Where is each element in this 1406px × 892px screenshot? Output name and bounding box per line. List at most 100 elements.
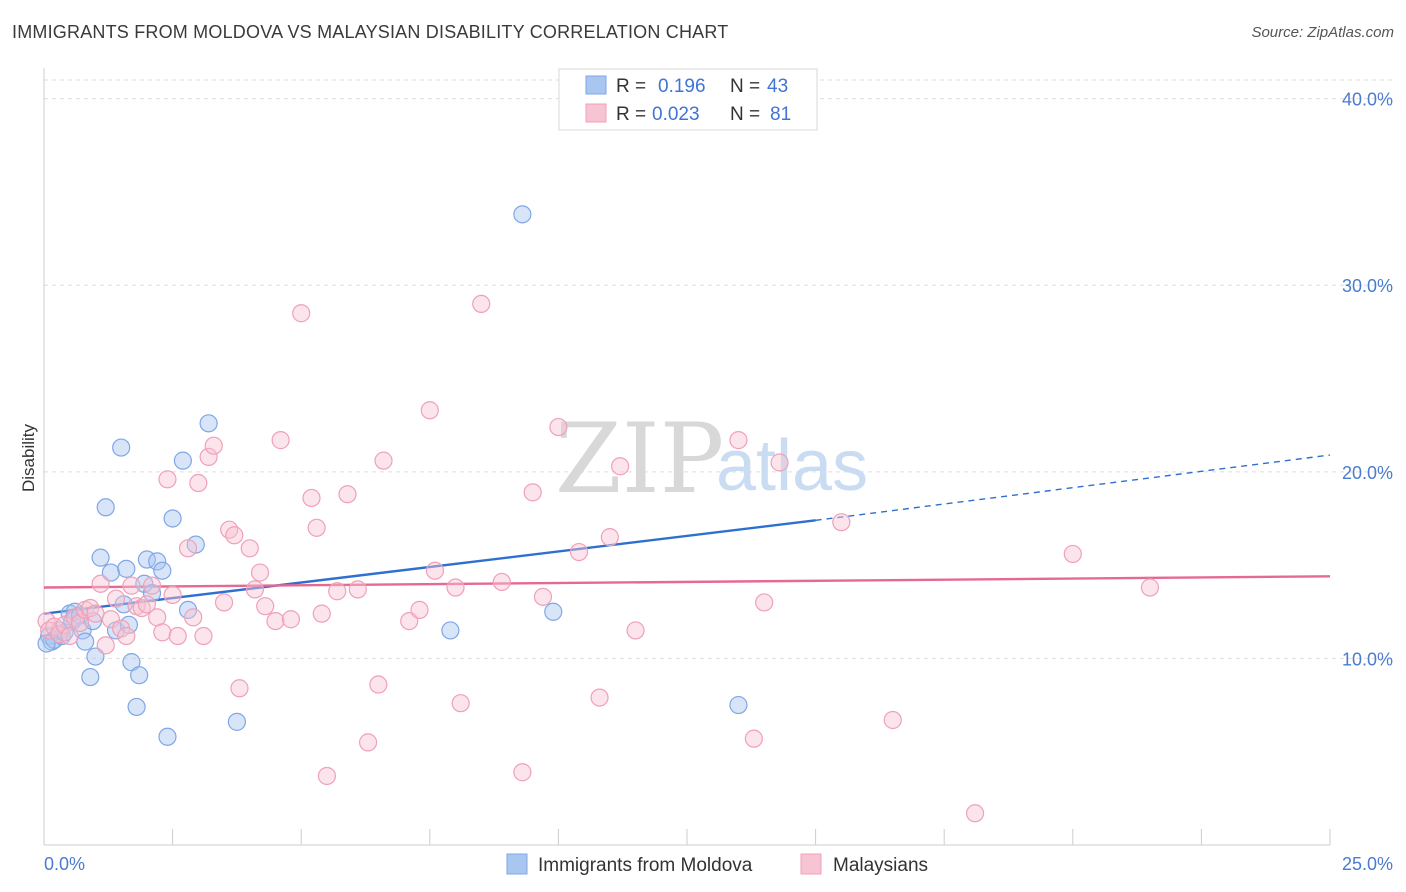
chart-title: IMMIGRANTS FROM MOLDOVA VS MALAYSIAN DIS… [12,22,729,42]
moldova-point-33 [173,451,192,470]
malaysians-point-16 [117,626,136,646]
malaysians-point-78 [1063,544,1082,564]
malaysians-point-50 [338,485,357,504]
trend-lines [43,454,1331,615]
watermark-atlas: atlas [716,426,868,506]
x-tick-label-min: 0.0% [44,854,85,874]
malaysians-point-12 [96,636,115,655]
legend-n-value-1: 43 [767,76,788,97]
malaysians-point-37 [240,539,259,558]
malaysians-point-33 [214,593,234,612]
malaysians-point-5 [60,626,79,646]
malaysians-point-76 [883,710,902,730]
malaysians-point-71 [729,431,748,450]
malaysians-point-69 [611,457,630,476]
malaysians-point-31 [199,447,218,467]
malaysians-point-59 [451,694,470,713]
malaysians-point-35 [225,526,244,545]
malaysians-point-70 [626,621,645,640]
malaysians-point-28 [184,608,203,627]
legend-swatch-malaysians [585,103,607,123]
moldova-trend-line [43,519,816,615]
malaysians-point-72 [744,729,763,748]
malaysians-point-40 [256,597,275,616]
malaysians-point-32 [204,436,223,455]
bottom-legend-label-moldova: Immigrants from Moldova [538,855,753,876]
legend-r-label-2: R = [616,104,646,125]
malaysians-point-80 [425,561,445,580]
malaysians-point-56 [410,600,429,620]
legend-r-value-2: 0.023 [652,104,700,125]
malaysians-point-6 [65,608,84,627]
malaysians-point-30 [194,626,213,646]
moldova-point-36 [199,414,218,433]
malaysians-point-62 [513,763,532,782]
malaysians-point-23 [153,623,172,642]
legend-r-label-1: R = [616,76,646,97]
malaysians-point-26 [168,626,187,646]
malaysians-trend-line [43,575,1331,589]
malaysians-point-25 [163,585,182,605]
malaysians-point-79 [1140,578,1160,597]
moldova-point-28 [142,584,162,603]
malaysians-point-43 [281,610,301,629]
moldova-point-14 [86,647,105,666]
y-tick-labels: 10.0% 20.0% 30.0% 40.0% [1342,90,1393,670]
moldova-point-16 [96,498,115,517]
malaysians-point-46 [307,518,326,537]
moldova-point-17 [101,563,120,582]
malaysians-point-74 [770,453,789,472]
legend-swatch-moldova [585,75,607,95]
malaysians-point-14 [106,589,126,608]
grid-lines [44,79,1393,659]
y-tick-label-20: 20.0% [1342,463,1393,483]
malaysians-point-67 [590,688,609,707]
malaysians-point-38 [245,580,265,599]
y-tick-label-40: 40.0% [1342,90,1393,110]
malaysians-point-41 [266,611,285,631]
malaysians-point-68 [600,528,619,547]
moldova-point-11 [76,632,95,651]
malaysians-point-65 [549,417,568,437]
malaysians-point-17 [122,576,141,595]
watermark: ZIP atlas [555,403,868,515]
y-tick-label-10: 10.0% [1342,649,1393,669]
legend-n-label-2: N = [730,104,760,125]
malaysians-point-66 [569,542,589,562]
moldova-point-37 [227,712,246,731]
axes [43,68,1331,846]
malaysians-point-42 [271,431,290,450]
malaysians-point-45 [302,488,321,508]
malaysians-point-9 [81,598,100,618]
moldova-point-39 [513,205,532,224]
moldova-point-15 [91,548,110,567]
malaysians-point-11 [91,574,110,593]
malaysians-point-55 [400,611,419,631]
malaysians-point-36 [230,679,249,698]
moldova-trend-line-projection [815,454,1331,522]
malaysians-point-54 [374,451,393,470]
malaysians-point-53 [369,675,388,694]
moldova-point-25 [130,666,149,685]
moldova-point-19 [112,438,131,457]
bottom-legend: Immigrants from Moldova Malaysians [506,853,928,876]
moldova-point-38 [441,621,460,640]
malaysians-point-13 [101,610,120,629]
malaysians-point-61 [492,572,511,592]
source-label: Source: ZipAtlas.com [1251,24,1394,41]
malaysians-point-73 [755,593,774,612]
y-tick-label-30: 30.0% [1342,276,1393,296]
malaysians-point-39 [250,563,270,582]
x-tick-label-max: 25.0% [1342,854,1393,874]
malaysians-point-4 [55,615,74,634]
malaysians-point-21 [142,576,162,595]
legend: R = 0.196 N = 43 R = 0.023 N = 81 [558,68,818,131]
malaysians-point-75 [832,513,851,532]
malaysians-point-77 [965,804,985,823]
moldova-point-40 [544,602,563,621]
malaysians-point-52 [358,733,378,752]
moldova-point-31 [158,727,177,746]
moldova-point-29 [148,552,167,571]
malaysians-point-20 [137,595,156,614]
moldova-point-32 [163,509,182,528]
